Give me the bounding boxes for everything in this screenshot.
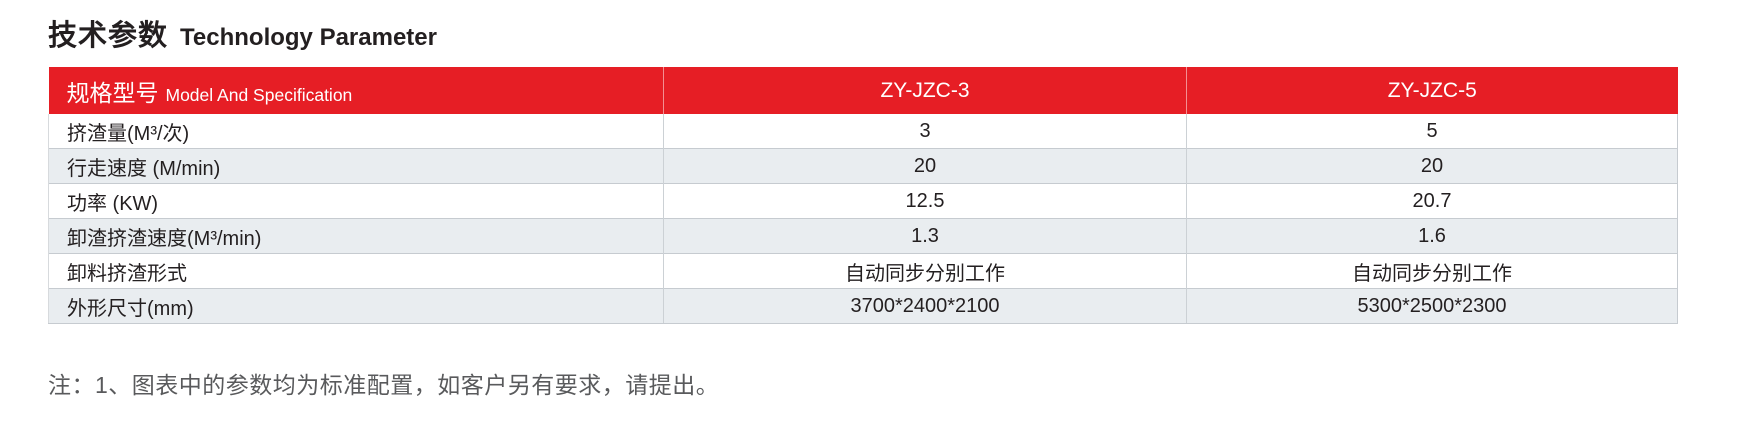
spec-label-zh: 规格型号 [66,79,159,106]
table-row: 行走速度 (M/min) 20 20 [48,148,1678,184]
header-cell-specification: 规格型号 Model And Specification [48,67,664,114]
technology-parameter-table: 规格型号 Model And Specification ZY-JZC-3 ZY-… [48,67,1678,324]
row-label: 卸料挤渣形式 [48,253,664,289]
row-label: 行走速度 (M/min) [48,148,664,184]
table-header: 规格型号 Model And Specification ZY-JZC-3 ZY-… [48,67,1678,114]
row-label: 外形尺寸(mm) [48,288,664,324]
spec-label-en: Model And Specification [165,84,353,105]
row-value-model-2: 1.6 [1186,218,1678,254]
row-value-model-1: 3 [663,114,1187,149]
row-value-model-2: 5 [1186,114,1678,149]
table-row: 卸渣挤渣速度(M³/min) 1.3 1.6 [48,218,1678,254]
row-value-model-2: 自动同步分别工作 [1186,253,1678,289]
row-value-model-2: 20 [1186,148,1678,184]
row-value-model-1: 自动同步分别工作 [663,253,1187,289]
table-row: 挤渣量(M³/次) 3 5 [48,114,1678,149]
header-cell-model-1: ZY-JZC-3 [663,67,1187,114]
row-value-model-1: 1.3 [663,218,1187,254]
page-title-en: Technology Parameter [180,24,437,51]
table-row: 卸料挤渣形式 自动同步分别工作 自动同步分别工作 [48,253,1678,289]
header-cell-model-2: ZY-JZC-5 [1186,67,1678,114]
page-title-zh: 技术参数 [48,20,169,52]
row-label: 挤渣量(M³/次) [48,114,664,149]
row-label: 功率 (KW) [48,183,664,219]
header-row: 规格型号 Model And Specification ZY-JZC-3 ZY-… [48,67,1678,114]
row-value-model-2: 5300*2500*2300 [1186,288,1678,324]
footnote: 注：1、图表中的参数均为标准配置，如客户另有要求，请提出。 [48,372,720,398]
table-body: 挤渣量(M³/次) 3 5 行走速度 (M/min) 20 20 功率 (KW)… [48,114,1678,324]
row-value-model-1: 20 [663,148,1187,184]
row-label: 卸渣挤渣速度(M³/min) [48,218,664,254]
row-value-model-1: 12.5 [663,183,1187,219]
page-container: 技术参数 Technology Parameter 规格型号 Model And … [48,12,1737,398]
row-value-model-1: 3700*2400*2100 [663,288,1187,324]
page-title: 技术参数 Technology Parameter [48,12,1737,54]
row-value-model-2: 20.7 [1186,183,1678,219]
table-row: 外形尺寸(mm) 3700*2400*2100 5300*2500*2300 [48,288,1678,324]
table-row: 功率 (KW) 12.5 20.7 [48,183,1678,219]
